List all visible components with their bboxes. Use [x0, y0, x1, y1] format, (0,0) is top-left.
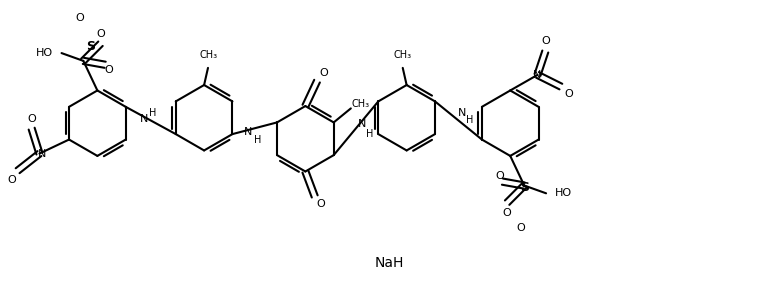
Text: O: O: [316, 199, 326, 209]
Text: CH₃: CH₃: [351, 100, 369, 110]
Text: N: N: [245, 127, 252, 137]
Text: O: O: [319, 68, 328, 78]
Text: O: O: [495, 171, 504, 181]
Text: O: O: [516, 223, 525, 233]
Text: CH₃: CH₃: [393, 50, 412, 60]
Text: O: O: [502, 208, 512, 218]
Text: H: H: [254, 135, 262, 145]
Text: N: N: [140, 114, 149, 124]
Text: S: S: [520, 181, 529, 194]
Text: CH₃: CH₃: [199, 50, 218, 60]
Text: HO: HO: [555, 188, 572, 198]
Text: O: O: [75, 13, 84, 23]
Text: H: H: [149, 108, 156, 118]
Text: NaH: NaH: [375, 256, 404, 271]
Text: S: S: [86, 40, 95, 53]
Text: H: H: [366, 130, 374, 140]
Text: N: N: [358, 119, 366, 129]
Text: O: O: [27, 114, 36, 124]
Text: O: O: [541, 37, 550, 46]
Text: H: H: [467, 115, 474, 125]
Text: O: O: [7, 175, 16, 185]
Text: O: O: [564, 89, 573, 99]
Text: N: N: [38, 149, 47, 158]
Text: N: N: [534, 70, 541, 80]
Text: HO: HO: [36, 48, 53, 58]
Text: O: O: [96, 29, 105, 38]
Text: N: N: [458, 108, 467, 118]
Text: O: O: [104, 65, 113, 75]
